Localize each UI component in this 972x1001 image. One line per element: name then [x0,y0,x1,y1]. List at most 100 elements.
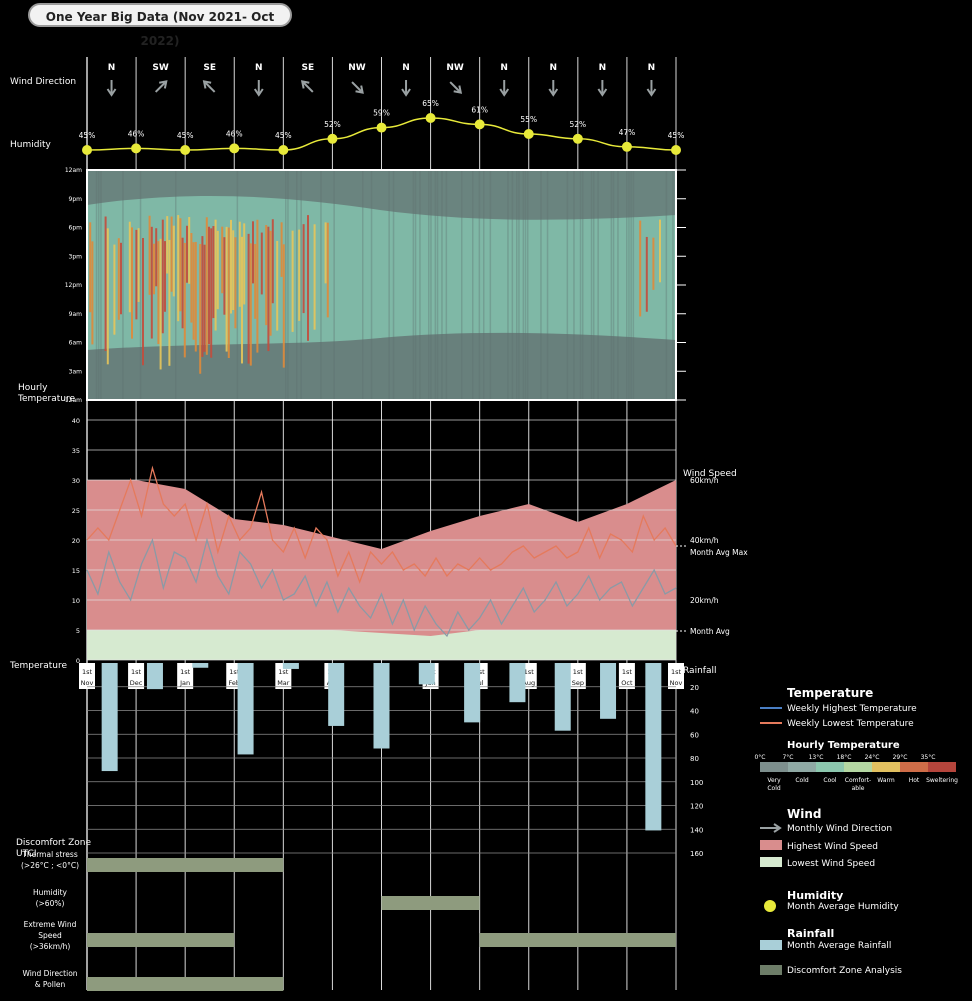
hourly-heat-mark [89,222,92,313]
hourly-cool-mark [434,170,437,400]
humidity-point [131,143,142,154]
hourly-cool-mark [573,170,575,400]
wind-arrow-icon [597,80,608,97]
wind-arrow-head [646,88,657,97]
discomfort-row-label: (>36km/h) [30,942,71,951]
legend-heat-threshold: 0°C [754,754,765,761]
hourly-cool-mark [472,170,474,400]
wind-arrow-shaft [449,81,461,92]
legend-swatch [760,857,782,867]
wind-speed-tick-label: 40km/h [690,536,719,545]
humidity-point [229,143,240,154]
legend-item-label: Lowest Wind Speed [787,859,875,869]
humidity-point [572,133,583,144]
hourly-heat-mark [179,218,182,312]
hourly-heat-mark [188,217,191,284]
legend-heat-bin-label: Hot [909,777,920,784]
humidity-value-label: 45% [275,131,292,140]
temperature-tick-label: 25 [72,507,80,515]
hourly-heat-mark [117,238,120,320]
month-label: 1st [524,668,535,676]
hourly-heat-mark [192,242,195,340]
hourly-cool-mark [300,170,302,400]
hourly-cool-mark [516,170,518,400]
humidity-value-label: 59% [373,109,390,118]
humidity-value-label: 61% [471,105,488,114]
hourly-cool-mark [518,170,520,400]
wind-arrow-icon [449,81,463,94]
legend-item-label: Discomfort Zone Analysis [787,966,902,976]
month-label: Nov [81,679,94,687]
discomfort-row-label: Speed [38,931,62,940]
hourly-heat-mark [271,219,274,304]
hourly-cool-mark [672,170,674,400]
humidity-value-label: 47% [619,128,636,137]
legend-heat-threshold: 13°C [809,754,824,761]
wind-direction-label: N [402,63,410,73]
hourly-heat-mark [166,216,169,274]
hourly-cool-mark [582,170,584,400]
month-label: 1st [180,668,191,676]
wind-arrow-head [597,88,608,97]
humidity-value-label: 46% [128,129,145,138]
rainfall-bar [237,663,254,755]
rainfall-tick-label: 20 [690,684,699,692]
hourly-heat-mark [210,228,213,358]
month-label: 1st [671,668,682,676]
row-label-wind-speed: Wind Speed [683,469,737,479]
hourly-cool-mark [527,170,529,400]
hourly-cool-mark [489,170,492,400]
hourly-cool-mark [445,170,448,400]
hourly-heat-mark [164,241,166,312]
month-label-box [177,663,194,689]
legend-heat-bin [844,762,872,772]
hourly-cool-mark [617,170,619,400]
row-label-hourly-temperature: Temperature [17,394,75,404]
legend-heat-threshold: 24°C [865,754,880,761]
hourly-heat-mark [645,236,648,312]
month-label: 1st [278,668,289,676]
legend-heat-bin-label: Sweltering [926,777,958,784]
rainfall-bar [464,663,481,723]
hourly-heat-mark [659,219,661,283]
rainfall-tick-label: 40 [690,708,699,716]
hourly-cool-mark [122,170,124,400]
hourly-heat-mark [227,227,230,358]
hourly-heat-mark [247,233,250,364]
discomfort-row-label: Humidity [33,888,68,897]
wind-speed-tick-label: 60km/h [690,476,719,485]
wind-arrow-shaft [204,82,216,93]
hourly-heat-mark [104,216,107,352]
hourly-heat-mark [120,242,122,315]
hourly-cool-mark [610,170,613,400]
humidity-point [376,122,387,133]
hourly-cool-mark [461,170,463,400]
rainfall-bar [645,663,662,831]
month-avg-label: Month Avg [690,627,730,636]
discomfort-row-label: (>26°C ; <0°C) [21,861,79,870]
hourly-tick-label: 12am [65,167,82,174]
wind-direction-label: SE [302,63,315,73]
hourly-cool-mark [414,170,417,400]
humidity-point [327,133,338,144]
wind-direction-label: N [255,63,263,73]
discomfort-zone-bar [479,933,676,947]
hourly-heat-mark [652,237,655,290]
rainfall-bar [101,663,118,772]
legend-item-label: Highest Wind Speed [787,842,878,852]
hourly-heat-mark [183,242,186,358]
hourly-cool-mark [236,170,239,400]
hourly-heat-mark [223,237,226,315]
legend-heat-bin [900,762,928,772]
hourly-heat-mark [170,216,173,292]
discomfort-zone-bar [87,933,235,947]
hourly-heat-mark [639,220,642,317]
hourly-tick-label: 3am [69,368,82,375]
month-label: Feb [228,679,240,687]
humidity-point [278,145,289,155]
month-label: Dec [130,679,143,687]
hourly-cool-mark [98,170,100,400]
temperature-tick-label: 15 [72,567,80,575]
hourly-heat-mark [106,228,109,365]
hourly-heat-mark [181,237,184,329]
